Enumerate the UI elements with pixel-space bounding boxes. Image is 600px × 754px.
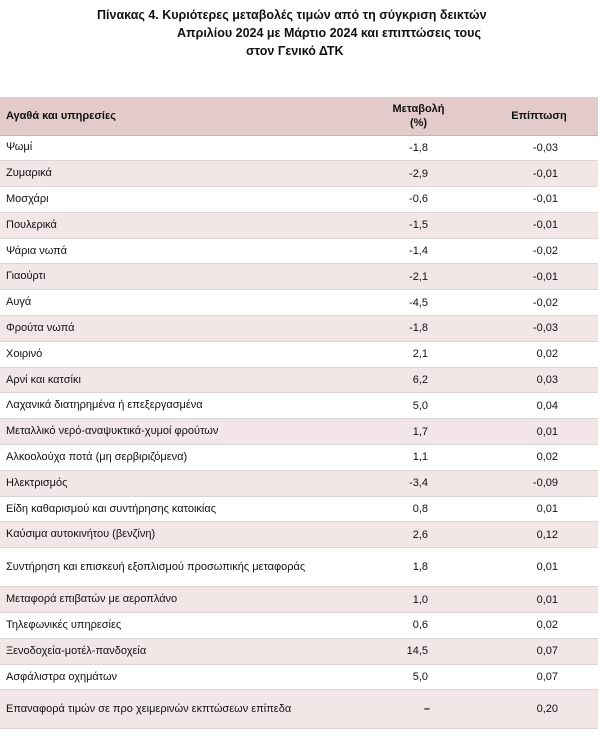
row-change: 2,6	[357, 521, 480, 549]
row-change: 1,1	[357, 444, 480, 471]
row-name: Χοιρινό	[0, 341, 357, 368]
price-changes-table: Αγαθά και υπηρεσίες Μεταβολή (%) Επίπτωσ…	[0, 97, 598, 730]
table-row: Ηλεκτρισμός -3,4 -0,09	[0, 470, 598, 497]
table-row: Επαναφορά τιμών σε προ χειμερινών εκπτώσ…	[0, 689, 598, 730]
table-row: Καύσιμα αυτοκινήτου (βενζίνη) 2,6 0,12	[0, 521, 598, 549]
title-line-2: Απριλίου 2024 με Μάρτιο 2024 και επιπτώσ…	[177, 26, 481, 40]
table-row: Ζυμαρικά -2,9 -0,01	[0, 160, 598, 188]
row-impact: 0,07	[480, 664, 598, 691]
table-row: Μοσχάρι -0,6 -0,01	[0, 186, 598, 213]
table-row: Αρνί και κατσίκι 6,2 0,03	[0, 367, 598, 394]
row-impact: 0,04	[480, 392, 598, 420]
row-impact: 0,12	[480, 521, 598, 549]
row-name: Αρνί και κατσίκι	[0, 367, 357, 394]
table-row: Γιαούρτι -2,1 -0,01	[0, 263, 598, 291]
row-change: -2,9	[357, 160, 480, 188]
row-change: 5,0	[357, 664, 480, 691]
table-row: Ξενοδοχεία-μοτέλ-πανδοχεία 14,5 0,07	[0, 638, 598, 665]
row-change: 0,6	[357, 612, 480, 639]
table-row: Αυγά -4,5 -0,02	[0, 289, 598, 317]
row-change: 6,2	[357, 367, 480, 394]
row-impact: -0,09	[480, 470, 598, 497]
row-impact: -0,03	[480, 315, 598, 342]
table-title: Πίνακας 4. Κυριότερες μεταβολές τιμών απ…	[0, 6, 600, 60]
row-name: Ψάρια νωπά	[0, 238, 357, 265]
row-name: Ψωμί	[0, 135, 357, 162]
row-name: Ασφάλιστρα οχημάτων	[0, 664, 357, 691]
row-change: -3,4	[357, 470, 480, 497]
table-header-row: Αγαθά και υπηρεσίες Μεταβολή (%) Επίπτωσ…	[0, 97, 598, 136]
row-name: Είδη καθαρισμού και συντήρησης κατοικίας	[0, 496, 357, 523]
row-name: Καύσιμα αυτοκινήτου (βενζίνη)	[0, 521, 357, 549]
row-change: 1,8	[357, 547, 480, 588]
row-impact: -0,02	[480, 238, 598, 265]
row-impact: -0,02	[480, 289, 598, 317]
row-change: -4,5	[357, 289, 480, 317]
row-change: –	[357, 689, 480, 730]
row-name: Αυγά	[0, 289, 357, 317]
row-change: -0,6	[357, 186, 480, 213]
row-name: Ζυμαρικά	[0, 160, 357, 188]
table-row: Συντήρηση και επισκευή εξοπλισμού προσωπ…	[0, 547, 598, 588]
header-change: Μεταβολή (%)	[357, 97, 480, 136]
row-impact: -0,01	[480, 263, 598, 291]
row-name: Επαναφορά τιμών σε προ χειμερινών εκπτώσ…	[0, 689, 357, 730]
table-row: Ασφάλιστρα οχημάτων 5,0 0,07	[0, 664, 598, 691]
row-name: Ηλεκτρισμός	[0, 470, 357, 497]
row-change: 2,1	[357, 341, 480, 368]
table-row: Φρούτα νωπά -1,8 -0,03	[0, 315, 598, 342]
row-impact: 0,03	[480, 367, 598, 394]
row-change: -1,8	[357, 135, 480, 162]
row-name: Συντήρηση και επισκευή εξοπλισμού προσωπ…	[0, 547, 357, 588]
row-impact: 0,01	[480, 418, 598, 446]
table-row: Είδη καθαρισμού και συντήρησης κατοικίας…	[0, 496, 598, 523]
table-row: Αλκοολούχα ποτά (μη σερβιριζόμενα) 1,1 0,0…	[0, 444, 598, 471]
row-impact: 0,01	[480, 547, 598, 588]
header-change-line-2: (%)	[409, 116, 428, 129]
row-name: Ξενοδοχεία-μοτέλ-πανδοχεία	[0, 638, 357, 665]
row-impact: 0,07	[480, 638, 598, 665]
row-impact: 0,01	[480, 496, 598, 523]
table-row: Χοιρινό 2,1 0,02	[0, 341, 598, 368]
table-row: Μεταφορά επιβατών με αεροπλάνο 1,0 0,01	[0, 586, 598, 614]
table-row: Ψωμί -1,8 -0,03	[0, 135, 598, 162]
row-change: 0,8	[357, 496, 480, 523]
table-row: Μεταλλικό νερό-αναψυκτικά-χυμοί φρούτων 1…	[0, 418, 598, 446]
table-row: Ψάρια νωπά -1,4 -0,02	[0, 238, 598, 265]
row-name: Τηλεφωνικές υπηρεσίες	[0, 612, 357, 639]
table-row: Λαχανικά διατηρημένα ή επεξεργασμένα 5,0 0…	[0, 392, 598, 420]
row-name: Μεταφορά επιβατών με αεροπλάνο	[0, 586, 357, 614]
row-impact: 0,02	[480, 612, 598, 639]
header-change-line-1: Μεταβολή	[392, 102, 445, 115]
title-line-1: Πίνακας 4. Κυριότερες μεταβολές τιμών απ…	[97, 8, 487, 22]
row-impact: -0,03	[480, 135, 598, 162]
row-name: Μοσχάρι	[0, 186, 357, 213]
row-impact: -0,01	[480, 212, 598, 239]
row-change: -1,5	[357, 212, 480, 239]
row-name: Φρούτα νωπά	[0, 315, 357, 342]
row-impact: 0,02	[480, 444, 598, 471]
row-change: -1,4	[357, 238, 480, 265]
row-impact: 0,01	[480, 586, 598, 614]
row-change: -2,1	[357, 263, 480, 291]
table-row: Τηλεφωνικές υπηρεσίες 0,6 0,02	[0, 612, 598, 639]
row-change: 5,0	[357, 392, 480, 420]
row-impact: -0,01	[480, 186, 598, 213]
row-impact: 0,20	[480, 689, 598, 730]
row-name: Πουλερικά	[0, 212, 357, 239]
row-name: Αλκοολούχα ποτά (μη σερβιριζόμενα)	[0, 444, 357, 471]
row-change: 1,0	[357, 586, 480, 614]
row-change: 14,5	[357, 638, 480, 665]
title-line-3: στον Γενικό ΔΤΚ	[246, 44, 344, 58]
header-impact: Επίπτωση	[480, 97, 598, 136]
row-name: Γιαούρτι	[0, 263, 357, 291]
header-goods-services: Αγαθά και υπηρεσίες	[0, 97, 357, 136]
row-impact: 0,02	[480, 341, 598, 368]
table-row: Πουλερικά -1,5 -0,01	[0, 212, 598, 239]
row-name: Λαχανικά διατηρημένα ή επεξεργασμένα	[0, 392, 357, 420]
row-change: -1,8	[357, 315, 480, 342]
row-impact: -0,01	[480, 160, 598, 188]
row-name: Μεταλλικό νερό-αναψυκτικά-χυμοί φρούτων	[0, 418, 357, 446]
row-change: 1,7	[357, 418, 480, 446]
